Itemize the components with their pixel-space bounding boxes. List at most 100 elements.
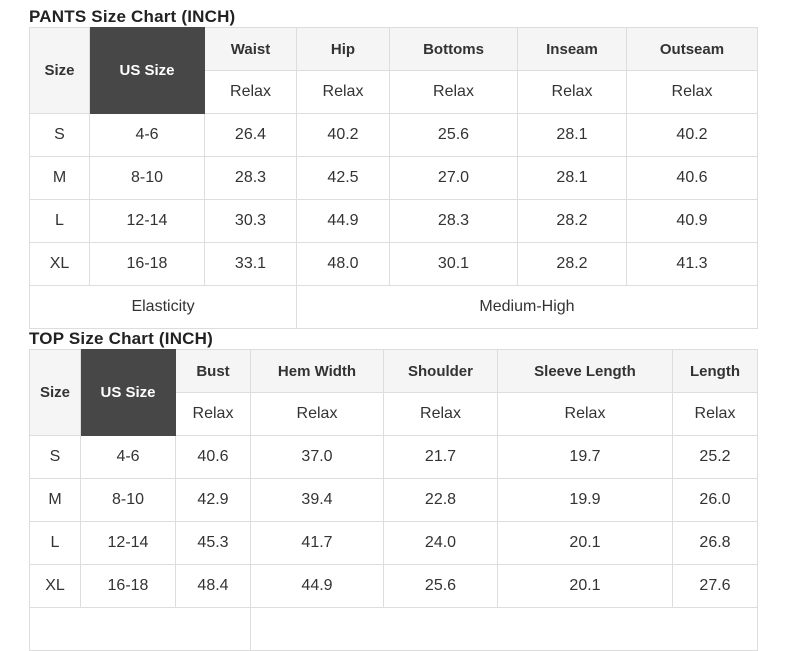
value-cell: 44.9	[296, 199, 390, 243]
top-row-l: L 12-14 45.3 41.7 24.0 20.1 26.8	[29, 521, 758, 565]
value-cell: 26.4	[204, 113, 297, 157]
us-size-cell: 12-14	[89, 199, 205, 243]
pants-elasticity-row: Elasticity Medium-High	[29, 285, 758, 329]
value-cell: 28.1	[517, 113, 627, 157]
size-cell: S	[29, 113, 90, 157]
value-cell: 48.0	[296, 242, 390, 286]
value-cell: 42.5	[296, 156, 390, 200]
elasticity-label-cell: Elasticity	[29, 285, 297, 329]
us-size-cell: 16-18	[89, 242, 205, 286]
size-cell: XL	[29, 242, 90, 286]
value-cell: 48.4	[175, 564, 251, 608]
value-cell: 22.8	[383, 478, 498, 522]
top-header-us-size: US Size	[80, 349, 176, 436]
pants-header-row: Size US Size Waist Hip Bottoms Inseam Ou…	[29, 27, 758, 114]
size-cell: S	[29, 435, 81, 479]
value-cell: 28.1	[517, 156, 627, 200]
us-size-cell: 12-14	[80, 521, 176, 565]
value-cell: 30.1	[389, 242, 518, 286]
pants-header-us-size: US Size	[89, 27, 205, 114]
us-size-cell: 4-6	[80, 435, 176, 479]
pants-chart-title: PANTS Size Chart (INCH)	[29, 7, 236, 26]
value-cell: 28.3	[204, 156, 297, 200]
value-cell: 40.2	[296, 113, 390, 157]
top-fit-row: Relax Relax Relax Relax Relax	[30, 392, 758, 436]
value-cell: 33.1	[204, 242, 297, 286]
value-cell: 40.9	[626, 199, 758, 243]
top-row-s: S 4-6 40.6 37.0 21.7 19.7 25.2	[29, 435, 758, 479]
size-cell: L	[29, 521, 81, 565]
us-size-cell: 8-10	[89, 156, 205, 200]
size-cell: M	[29, 156, 90, 200]
top-chart-title: TOP Size Chart (INCH)	[29, 329, 213, 348]
value-cell: 24.0	[383, 521, 498, 565]
value-cell: 44.9	[250, 564, 384, 608]
pants-header-inseam: Inseam	[517, 27, 627, 71]
us-size-cell: 4-6	[89, 113, 205, 157]
us-size-cell: 8-10	[80, 478, 176, 522]
value-cell: 25.2	[672, 435, 758, 479]
top-size-table: Size US Size Bust Hem Width Shoulder Sle…	[29, 349, 758, 651]
us-size-cell: 16-18	[80, 564, 176, 608]
value-cell: 19.7	[497, 435, 673, 479]
pants-row-s: S 4-6 26.4 40.2 25.6 28.1 40.2	[29, 113, 758, 157]
elasticity-value-cell: Medium-High	[296, 285, 758, 329]
value-cell: 28.3	[389, 199, 518, 243]
top-fit-shoulder: Relax	[383, 392, 498, 436]
top-header-sleeve-length: Sleeve Length	[497, 349, 673, 393]
top-fit-length: Relax	[672, 392, 758, 436]
pants-size-table: Size US Size Waist Hip Bottoms Inseam Ou…	[29, 27, 758, 329]
value-cell: 20.1	[497, 564, 673, 608]
top-header-shoulder: Shoulder	[383, 349, 498, 393]
value-cell: 45.3	[175, 521, 251, 565]
pants-fit-inseam: Relax	[517, 70, 627, 114]
size-cell: XL	[29, 564, 81, 608]
pants-row-l: L 12-14 30.3 44.9 28.3 28.2 40.9	[29, 199, 758, 243]
top-row-m: M 8-10 42.9 39.4 22.8 19.9 26.0	[29, 478, 758, 522]
pants-header-hip: Hip	[296, 27, 390, 71]
pants-row-m: M 8-10 28.3 42.5 27.0 28.1 40.6	[29, 156, 758, 200]
value-cell: 20.1	[497, 521, 673, 565]
pants-header-size: Size	[29, 27, 90, 114]
value-cell: 25.6	[383, 564, 498, 608]
top-footer-right-cell	[250, 607, 758, 651]
value-cell: 27.6	[672, 564, 758, 608]
value-cell: 40.2	[626, 113, 758, 157]
top-footer-row-clipped	[29, 607, 758, 651]
top-header-length: Length	[672, 349, 758, 393]
value-cell: 41.7	[250, 521, 384, 565]
value-cell: 26.0	[672, 478, 758, 522]
top-row-xl: XL 16-18 48.4 44.9 25.6 20.1 27.6	[29, 564, 758, 608]
value-cell: 40.6	[626, 156, 758, 200]
value-cell: 28.2	[517, 242, 627, 286]
size-cell: M	[29, 478, 81, 522]
top-header-hem-width: Hem Width	[250, 349, 384, 393]
value-cell: 42.9	[175, 478, 251, 522]
pants-header-waist: Waist	[204, 27, 297, 71]
value-cell: 41.3	[626, 242, 758, 286]
value-cell: 30.3	[204, 199, 297, 243]
pants-size-chart-section: PANTS Size Chart (INCH) Size US Size Wai…	[29, 7, 759, 329]
value-cell: 19.9	[497, 478, 673, 522]
pants-header-bottoms: Bottoms	[389, 27, 518, 71]
top-fit-sleeve-length: Relax	[497, 392, 673, 436]
size-cell: L	[29, 199, 90, 243]
value-cell: 21.7	[383, 435, 498, 479]
value-cell: 26.8	[672, 521, 758, 565]
top-header-row: Size US Size Bust Hem Width Shoulder Sle…	[29, 349, 758, 436]
top-header-bust: Bust	[175, 349, 251, 393]
pants-fit-outseam: Relax	[626, 70, 758, 114]
top-footer-left-cell	[29, 607, 251, 651]
top-header-size: Size	[29, 349, 81, 436]
value-cell: 39.4	[250, 478, 384, 522]
top-size-chart-section: TOP Size Chart (INCH) Size US Size Bust …	[29, 329, 759, 651]
pants-fit-waist: Relax	[204, 70, 297, 114]
pants-header-outseam: Outseam	[626, 27, 758, 71]
top-fit-hem-width: Relax	[250, 392, 384, 436]
pants-fit-row: Relax Relax Relax Relax Relax	[30, 70, 758, 114]
value-cell: 27.0	[389, 156, 518, 200]
top-fit-bust: Relax	[175, 392, 251, 436]
value-cell: 25.6	[389, 113, 518, 157]
pants-fit-hip: Relax	[296, 70, 390, 114]
pants-row-xl: XL 16-18 33.1 48.0 30.1 28.2 41.3	[29, 242, 758, 286]
